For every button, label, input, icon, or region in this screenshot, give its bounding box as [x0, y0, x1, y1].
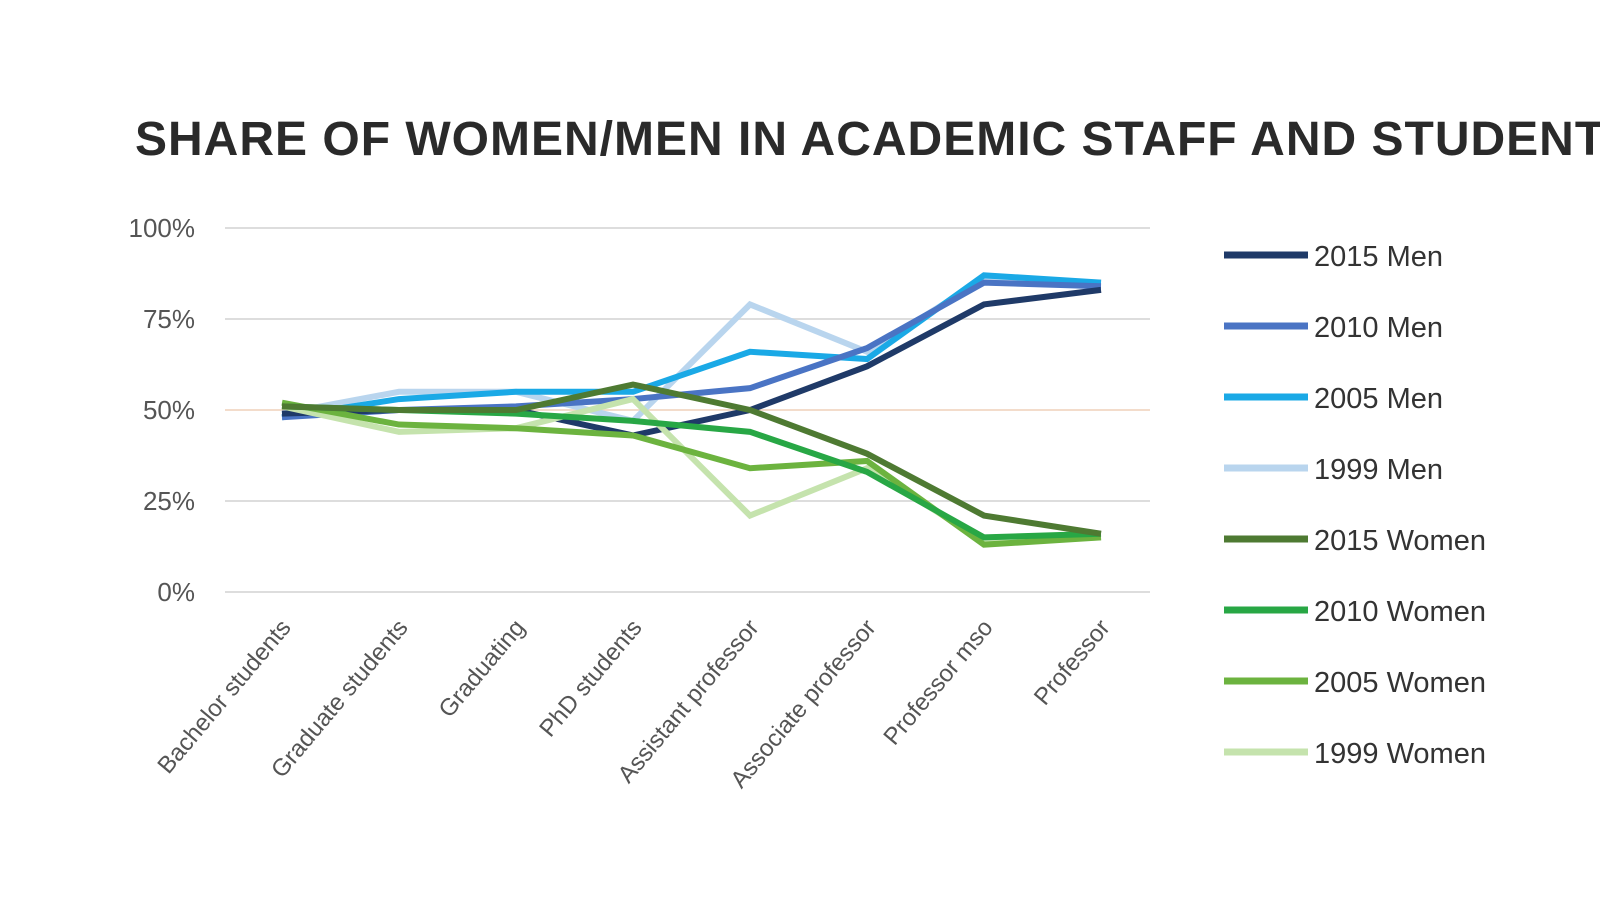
y-tick-label: 25% [143, 486, 195, 516]
chart-title: SHARE OF WOMEN/MEN IN ACADEMIC STAFF AND… [135, 113, 1600, 166]
series-line [281, 399, 1102, 548]
x-tick-label: Professor mso [878, 615, 998, 751]
legend-label: 2015 Men [1314, 241, 1443, 273]
series-line [281, 381, 1102, 537]
series-lines [281, 272, 1102, 548]
legend-label: 1999 Men [1314, 454, 1443, 486]
legend-label: 2010 Men [1314, 312, 1443, 344]
y-tick-label: 75% [143, 304, 195, 334]
x-tick-label: PhD students [534, 615, 647, 743]
legend-label: 2010 Women [1314, 596, 1486, 628]
y-tick-label: 0% [157, 577, 195, 607]
legend-label: 2015 Women [1314, 525, 1486, 557]
legend: 2015 Men 2010 Men 2005 Men 1999 Men 2015 Wom… [1224, 241, 1486, 770]
series-line [281, 272, 1102, 421]
legend-label: 1999 Women [1314, 738, 1486, 770]
y-tick-label: 50% [143, 395, 195, 425]
legend-label: 2005 Men [1314, 383, 1443, 415]
legend-label: 2005 Women [1314, 667, 1486, 699]
x-tick-label: Graduating [434, 615, 531, 723]
y-tick-label: 100% [129, 213, 196, 243]
x-tick-label: Professor [1029, 614, 1116, 710]
y-axis-ticks: 0% 25% 50% 75% 100% [129, 213, 196, 607]
